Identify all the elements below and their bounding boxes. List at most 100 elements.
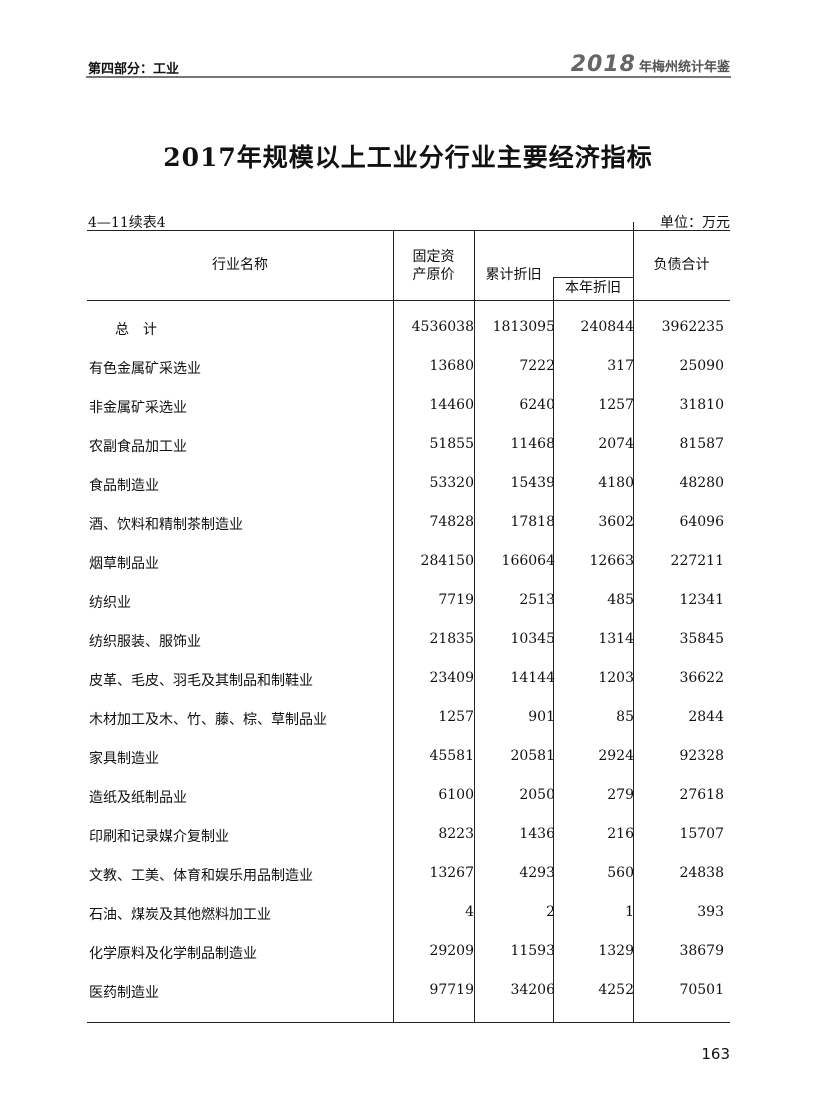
year-depreciation-cell: 240844: [580, 319, 634, 335]
accumulated-depreciation-cell: 166064: [501, 553, 555, 569]
fixed-assets-cell: 284150: [420, 553, 474, 569]
table-row: 造纸及纸制品业 6100 2050 279 27618: [87, 787, 730, 807]
table-row: 皮革、毛皮、羽毛及其制品和制鞋业 23409 14144 1203 36622: [87, 670, 730, 690]
fixed-assets-cell: 14460: [429, 397, 474, 413]
fixed-assets-cell: 51855: [429, 436, 474, 452]
liabilities-cell: 36622: [679, 670, 724, 686]
row-name: 酒、饮料和精制茶制造业: [89, 517, 243, 533]
year-depreciation-cell: 1257: [598, 397, 634, 413]
liabilities-cell: 24838: [679, 865, 724, 881]
year-depreciation-cell: 560: [607, 865, 634, 881]
year-depreciation-cell: 317: [607, 358, 634, 374]
fixed-assets-cell: 13267: [429, 865, 474, 881]
liabilities-cell: 12341: [679, 592, 724, 608]
table-row: 酒、饮料和精制茶制造业 74828 17818 3602 64096: [87, 514, 730, 534]
header-rule: [86, 76, 731, 78]
year-depreciation-cell: 4252: [598, 982, 634, 998]
year-depreciation-cell: 279: [607, 787, 634, 803]
table-row: 医药制造业 97719 34206 4252 70501: [87, 982, 730, 1002]
row-name: 总 计: [115, 322, 157, 338]
table-row: 木材加工及木、竹、藤、棕、草制品业 1257 901 85 2844: [87, 709, 730, 729]
accumulated-depreciation-cell: 1436: [519, 826, 555, 842]
year-depreciation-cell: 1314: [598, 631, 634, 647]
accumulated-depreciation-cell: 34206: [510, 982, 555, 998]
row-name: 医药制造业: [89, 985, 159, 1001]
column-divider: [633, 222, 634, 1022]
row-name: 皮革、毛皮、羽毛及其制品和制鞋业: [89, 673, 313, 689]
row-name: 农副食品加工业: [89, 439, 187, 455]
accumulated-depreciation-cell: 901: [528, 709, 555, 725]
row-name: 有色金属矿采选业: [89, 361, 201, 377]
column-divider: [393, 230, 394, 1022]
accumulated-depreciation-cell: 2513: [519, 592, 555, 608]
page-title: 2017年规模以上工业分行业主要经济指标: [163, 143, 653, 172]
accumulated-depreciation-cell: 17818: [510, 514, 555, 530]
year-depreciation-cell: 4180: [598, 475, 634, 491]
fixed-assets-cell: 1257: [438, 709, 474, 725]
fixed-assets-cell: 13680: [429, 358, 474, 374]
year-depreciation-cell: 85: [616, 709, 634, 725]
column-divider: [553, 277, 554, 1022]
accumulated-depreciation-cell: 7222: [519, 358, 555, 374]
row-name: 非金属矿采选业: [89, 400, 187, 416]
table-number: 4—11续表4: [88, 215, 166, 231]
table-top-rule: [87, 230, 730, 231]
row-name: 烟草制品业: [89, 556, 159, 572]
accumulated-depreciation-cell: 14144: [510, 670, 555, 686]
column-header-year-depreciation: 本年折旧: [565, 280, 621, 296]
accumulated-depreciation-cell: 1813095: [492, 319, 555, 335]
row-name: 家具制造业: [89, 751, 159, 767]
table-row: 家具制造业 45581 20581 2924 92328: [87, 748, 730, 768]
column-header-fixed-assets-1: 固定资: [412, 249, 455, 265]
accumulated-depreciation-cell: 11468: [510, 436, 555, 452]
liabilities-cell: 92328: [679, 748, 724, 764]
fixed-assets-cell: 21835: [429, 631, 474, 647]
liabilities-cell: 48280: [679, 475, 724, 491]
table-row: 总 计 4536038 1813095 240844 3962235: [87, 319, 730, 339]
row-name: 食品制造业: [89, 478, 159, 494]
fixed-assets-cell: 45581: [429, 748, 474, 764]
section-header: 第四部分：工业: [88, 62, 180, 77]
liabilities-cell: 31810: [679, 397, 724, 413]
fixed-assets-cell: 53320: [429, 475, 474, 491]
fixed-assets-cell: 4: [465, 904, 474, 920]
year-depreciation-cell: 2074: [598, 436, 634, 452]
yearbook-header: 2018 年梅州统计年鉴: [571, 52, 730, 77]
accumulated-depreciation-cell: 10345: [510, 631, 555, 647]
table-row: 石油、煤炭及其他燃料加工业 4 2 1 393: [87, 904, 730, 924]
accumulated-depreciation-cell: 6240: [519, 397, 555, 413]
table-row: 有色金属矿采选业 13680 7222 317 25090: [87, 358, 730, 378]
accumulated-depreciation-cell: 2050: [519, 787, 555, 803]
liabilities-cell: 70501: [679, 982, 724, 998]
liabilities-cell: 38679: [679, 943, 724, 959]
fixed-assets-cell: 4536038: [411, 319, 474, 335]
liabilities-cell: 81587: [679, 436, 724, 452]
accumulated-depreciation-cell: 4293: [519, 865, 555, 881]
table-row: 烟草制品业 284150 166064 12663 227211: [87, 553, 730, 573]
liabilities-cell: 2844: [688, 709, 724, 725]
year-depreciation-cell: 1: [625, 904, 634, 920]
liabilities-cell: 25090: [679, 358, 724, 374]
column-header-liabilities: 负债合计: [653, 257, 710, 273]
row-name: 石油、煤炭及其他燃料加工业: [89, 907, 271, 923]
year-depreciation-cell: 1203: [598, 670, 634, 686]
yearbook-year: 2018: [570, 52, 636, 77]
accumulated-depreciation-cell: 20581: [510, 748, 555, 764]
fixed-assets-cell: 23409: [429, 670, 474, 686]
liabilities-cell: 35845: [679, 631, 724, 647]
accumulated-depreciation-cell: 2: [546, 904, 555, 920]
table-row: 非金属矿采选业 14460 6240 1257 31810: [87, 397, 730, 417]
row-name: 木材加工及木、竹、藤、棕、草制品业: [89, 712, 327, 728]
column-header-name: 行业名称: [212, 257, 268, 273]
row-name: 纺织业: [89, 595, 131, 611]
row-name: 印刷和记录媒介复制业: [89, 829, 229, 845]
table-row: 文教、工美、体育和娱乐用品制造业 13267 4293 560 24838: [87, 865, 730, 885]
fixed-assets-cell: 6100: [438, 787, 474, 803]
fixed-assets-cell: 8223: [438, 826, 474, 842]
table-row: 纺织业 7719 2513 485 12341: [87, 592, 730, 612]
year-depreciation-cell: 1329: [598, 943, 634, 959]
table-bottom-rule: [87, 1022, 730, 1023]
header-bottom-rule: [87, 300, 730, 301]
liabilities-cell: 27618: [679, 787, 724, 803]
year-depreciation-cell: 485: [607, 592, 634, 608]
